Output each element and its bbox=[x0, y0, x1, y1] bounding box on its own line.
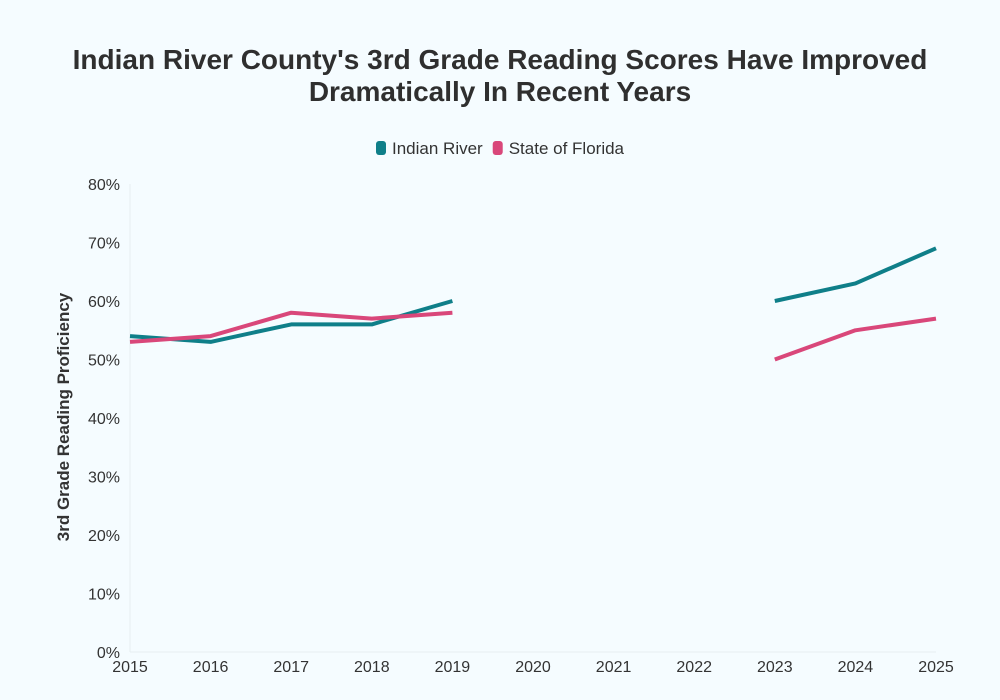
chart-title-line-1: Indian River County's 3rd Grade Reading … bbox=[73, 44, 928, 75]
x-tick-label: 2022 bbox=[676, 659, 712, 676]
legend-label-indian-river: Indian River bbox=[392, 139, 483, 158]
y-tick-label: 20% bbox=[88, 528, 120, 545]
legend-label-state-of-florida: State of Florida bbox=[509, 139, 625, 158]
chart-title-line-2: Dramatically In Recent Years bbox=[309, 76, 691, 107]
series-line-state-of-florida bbox=[774, 316, 937, 362]
x-tick-label: 2024 bbox=[838, 659, 874, 676]
y-tick-label: 40% bbox=[88, 411, 120, 428]
series-indian-river bbox=[129, 246, 937, 344]
legend-item-indian-river: Indian River bbox=[376, 139, 483, 158]
x-tick-label: 2025 bbox=[918, 659, 954, 676]
x-tick-label: 2020 bbox=[515, 659, 551, 676]
chart-title: Indian River County's 3rd Grade Reading … bbox=[73, 44, 928, 107]
x-tick-label: 2018 bbox=[354, 659, 390, 676]
series-line-indian-river bbox=[129, 299, 453, 344]
y-tick-label: 50% bbox=[88, 353, 120, 370]
legend-swatch-indian-river bbox=[376, 141, 386, 155]
x-tick-label: 2017 bbox=[273, 659, 309, 676]
y-tick-label: 10% bbox=[88, 587, 120, 604]
y-tick-label: 70% bbox=[88, 236, 120, 253]
y-tick-label: 80% bbox=[88, 177, 120, 194]
series-state-of-florida bbox=[129, 310, 937, 362]
x-tick-label: 2023 bbox=[757, 659, 793, 676]
legend-swatch-state-of-florida bbox=[492, 141, 503, 155]
y-tick-label: 0% bbox=[97, 645, 120, 662]
y-tick-label: 60% bbox=[88, 294, 120, 311]
series-line-indian-river bbox=[774, 246, 937, 303]
series-line-state-of-florida bbox=[129, 310, 453, 344]
x-tick-label: 2019 bbox=[435, 659, 471, 676]
y-axis-title: 3rd Grade Reading Proficiency bbox=[54, 292, 73, 541]
x-tick-label: 2021 bbox=[596, 659, 632, 676]
x-tick-label: 2015 bbox=[112, 659, 148, 676]
series-lines bbox=[129, 246, 937, 362]
y-tick-label: 30% bbox=[88, 470, 120, 487]
axes: 0% 10% 20% 30% 40% 50% 60% 70% 80% 2015 2016 2017 20… bbox=[88, 177, 954, 676]
legend: Indian River State of Florida bbox=[376, 139, 625, 158]
x-tick-label: 2016 bbox=[193, 659, 229, 676]
legend-item-state-of-florida: State of Florida bbox=[492, 139, 625, 158]
